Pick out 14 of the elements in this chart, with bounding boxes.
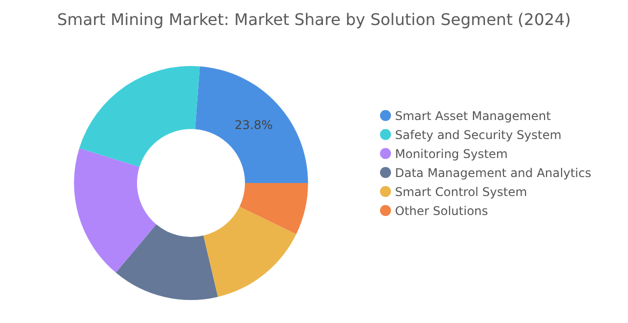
legend-label: Smart Asset Management (395, 108, 551, 122)
legend-label: Monitoring System (395, 146, 508, 160)
donut-slice (74, 148, 156, 273)
donut-slice (195, 66, 308, 183)
donut-slice (116, 224, 218, 300)
legend-label: Safety and Security System (395, 128, 562, 142)
legend-label: Smart Control System (395, 184, 528, 198)
donut-slice (79, 66, 200, 167)
data-label: 23.8% (234, 118, 273, 132)
legend-label: Data Management and Analytics (395, 166, 592, 180)
donut-slice (240, 183, 308, 234)
donut-slice (203, 206, 296, 297)
legend-label: Other Solutions (395, 204, 488, 218)
chart-title: Smart Mining Market: Market Share by Solution Segment (2024) (56, 10, 572, 29)
